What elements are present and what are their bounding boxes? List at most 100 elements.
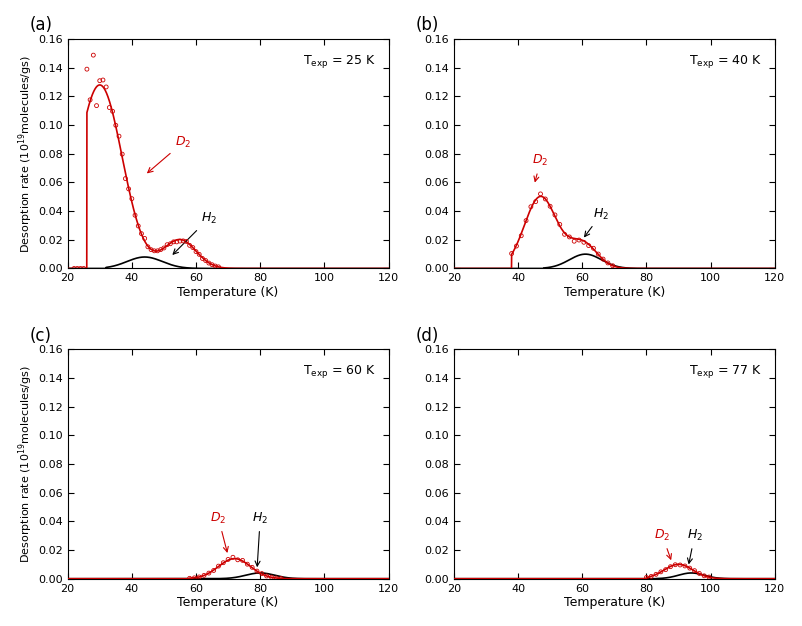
Point: [80, 64, 93, 74]
Point: [573, 235, 585, 245]
Point: [659, 565, 672, 575]
Point: [83, 95, 96, 105]
Point: [698, 571, 711, 581]
Point: [109, 120, 122, 130]
Point: [582, 240, 595, 250]
Point: [192, 572, 205, 582]
Point: [241, 559, 253, 569]
Point: [189, 247, 202, 257]
Point: [170, 237, 183, 247]
Point: [231, 555, 244, 565]
Point: [151, 246, 164, 256]
Point: [221, 555, 234, 565]
Point: [678, 561, 691, 571]
X-axis label: Temperature (K): Temperature (K): [177, 286, 279, 299]
Point: [96, 75, 109, 85]
Point: [157, 243, 170, 253]
Text: T$_{\rm exp}$ = 40 K: T$_{\rm exp}$ = 40 K: [689, 53, 762, 70]
Point: [534, 189, 547, 199]
Point: [255, 568, 268, 578]
Point: [265, 572, 277, 582]
Text: $D_2$: $D_2$: [654, 528, 671, 559]
Point: [103, 103, 115, 113]
Point: [529, 197, 542, 207]
Point: [683, 563, 696, 573]
Point: [260, 571, 273, 581]
Text: $H_2$: $H_2$: [252, 511, 268, 566]
Point: [176, 236, 189, 246]
Point: [205, 260, 218, 270]
Point: [99, 82, 112, 92]
Point: [125, 193, 138, 203]
Point: [650, 569, 662, 579]
Point: [135, 228, 148, 239]
Point: [138, 233, 151, 244]
Point: [669, 560, 682, 570]
X-axis label: Temperature (K): Temperature (K): [177, 597, 279, 609]
Point: [515, 231, 528, 241]
Point: [173, 236, 186, 246]
Point: [674, 560, 687, 570]
Point: [568, 236, 581, 246]
Point: [207, 565, 220, 575]
Point: [520, 215, 533, 225]
Point: [183, 573, 196, 583]
Point: [602, 258, 614, 268]
Point: [74, 264, 87, 274]
Point: [160, 240, 173, 250]
Point: [183, 240, 196, 250]
Point: [563, 232, 576, 242]
Point: [93, 76, 106, 86]
Point: [269, 573, 282, 583]
Point: [71, 264, 83, 274]
Y-axis label: Desorption rate (10$^{19}$molecules/gs): Desorption rate (10$^{19}$molecules/gs): [17, 55, 35, 253]
Point: [154, 245, 167, 255]
Point: [544, 202, 557, 212]
Point: [645, 572, 658, 582]
Text: (d): (d): [415, 327, 439, 345]
Point: [119, 173, 132, 183]
Point: [553, 220, 566, 230]
Point: [525, 202, 537, 212]
Point: [217, 558, 229, 568]
X-axis label: Temperature (K): Temperature (K): [564, 597, 665, 609]
Y-axis label: Desorption rate (10$^{19}$molecules/gs): Desorption rate (10$^{19}$molecules/gs): [17, 365, 35, 563]
Point: [186, 242, 199, 252]
Point: [577, 237, 590, 247]
Point: [664, 562, 677, 572]
Point: [510, 241, 523, 251]
Text: $H_2$: $H_2$: [687, 528, 703, 563]
Point: [245, 562, 258, 572]
Point: [199, 255, 212, 265]
Text: T$_{\rm exp}$ = 25 K: T$_{\rm exp}$ = 25 K: [303, 53, 375, 70]
Text: (b): (b): [415, 16, 439, 34]
X-axis label: Temperature (K): Temperature (K): [564, 286, 665, 299]
Point: [212, 561, 225, 571]
Point: [209, 261, 221, 271]
Point: [558, 229, 571, 239]
Text: (c): (c): [29, 327, 51, 345]
Point: [188, 573, 200, 583]
Text: $D_2$: $D_2$: [148, 135, 192, 173]
Point: [236, 555, 249, 565]
Text: $D_2$: $D_2$: [533, 153, 549, 182]
Point: [167, 237, 180, 247]
Point: [192, 249, 205, 259]
Point: [250, 566, 263, 576]
Text: (a): (a): [29, 16, 52, 34]
Point: [654, 567, 667, 577]
Point: [274, 573, 287, 583]
Point: [640, 572, 653, 582]
Point: [164, 239, 176, 249]
Point: [688, 566, 701, 576]
Point: [128, 210, 141, 220]
Point: [202, 568, 215, 578]
Point: [148, 246, 160, 256]
Point: [693, 568, 706, 578]
Point: [180, 237, 192, 247]
Point: [505, 249, 518, 259]
Point: [549, 210, 561, 220]
Point: [112, 131, 125, 141]
Point: [592, 249, 605, 259]
Text: T$_{\rm exp}$ = 77 K: T$_{\rm exp}$ = 77 K: [689, 363, 762, 380]
